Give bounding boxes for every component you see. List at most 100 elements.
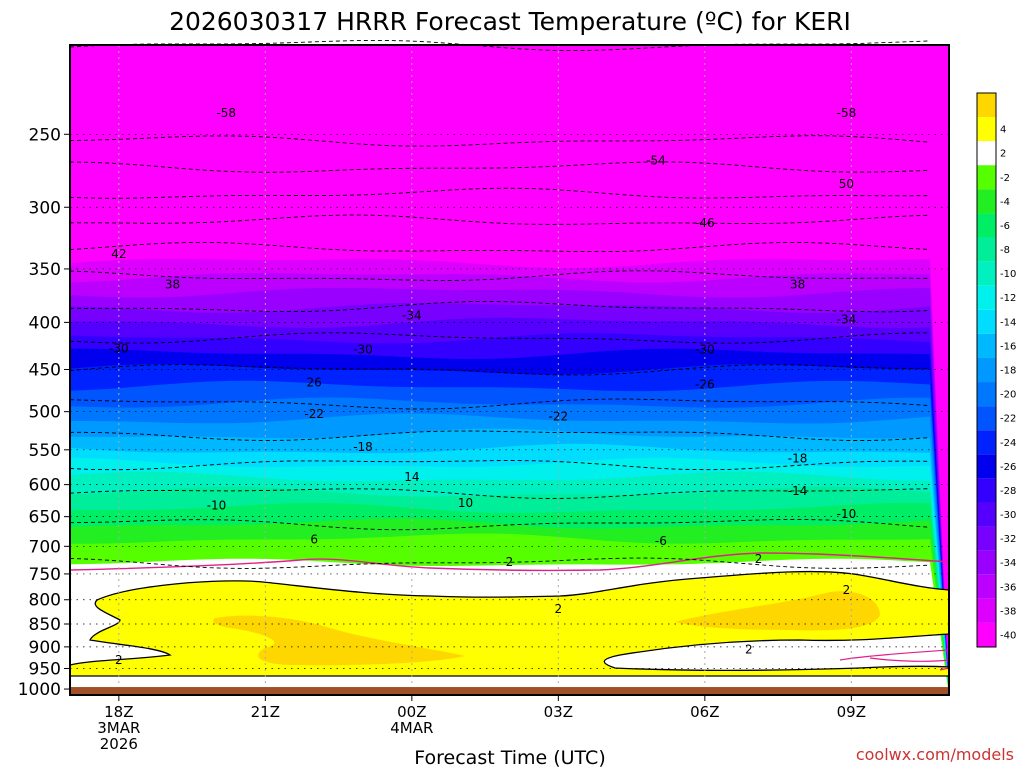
y-tick-label: 850 [29, 615, 61, 635]
contour-label: 2 [555, 602, 563, 616]
contour-label: -46 [695, 216, 715, 230]
color-bar-label: -30 [1000, 510, 1016, 521]
x-tick-label: 3MAR [97, 719, 140, 737]
isotherm-line [69, 187, 931, 199]
y-tick-label: 900 [29, 638, 61, 658]
color-bar-swatch [977, 357, 996, 383]
x-axis-label: Forecast Time (UTC) [414, 747, 605, 768]
color-bar-swatch [977, 141, 996, 166]
color-bar-label: -20 [1000, 390, 1016, 401]
color-bar-label: -24 [1000, 438, 1016, 449]
y-tick-label: 350 [29, 260, 61, 280]
contour-label: -30 [695, 342, 715, 356]
x-tick-label: 21Z [251, 703, 280, 721]
contour-label: -10 [207, 498, 227, 512]
color-bar-label: -32 [1000, 534, 1016, 545]
color-bar-frame [976, 92, 997, 648]
contour-label: 2 [115, 653, 123, 667]
contour-label: -14 [788, 484, 808, 498]
y-tick-label: 300 [29, 198, 61, 218]
color-bar-label: -40 [1000, 630, 1016, 641]
x-tick-label: 4MAR [390, 719, 433, 737]
color-bar-label: -18 [1000, 366, 1016, 377]
isotherm-line [69, 161, 931, 173]
contour-label: -54 [646, 154, 666, 168]
contour-label: 2 [755, 552, 763, 566]
warmest-core-gold-1 [213, 615, 465, 666]
isotherm-line [69, 488, 931, 499]
color-bar-swatch [977, 574, 996, 599]
y-tick-label: 600 [29, 476, 61, 496]
isotherm-line [69, 519, 931, 531]
color-bar-label: -12 [1000, 293, 1016, 304]
contour-label: -34 [837, 312, 857, 326]
color-bar-swatch [977, 598, 996, 623]
color-bar-swatch [977, 285, 996, 310]
contour-label: -30 [109, 342, 129, 356]
isotherm-line [70, 214, 931, 225]
y-axis: 250 300 350 400 450 500 550 600 650 700 750 800 850 9… [18, 125, 70, 700]
contour-label: 2 [745, 643, 753, 657]
y-tick-label: 250 [29, 125, 61, 145]
color-bar-label: -36 [1000, 582, 1016, 593]
color-bar-label: -2 [1000, 173, 1010, 184]
color-bar-swatch [977, 430, 996, 455]
isotherm-line [69, 270, 931, 281]
x-tick-label: 18Z [104, 703, 133, 721]
contour-label: -58 [837, 106, 857, 120]
x-tick-label: 03Z [544, 703, 573, 721]
color-bar-swatch [977, 502, 996, 527]
contour-label: -22 [304, 407, 324, 421]
color-bar-swatch [977, 189, 996, 214]
contour-label: -26 [695, 377, 715, 391]
color-bar-swatch [977, 117, 996, 142]
contour-label: 38 [165, 278, 180, 292]
color-bar-swatch [977, 382, 996, 407]
x-tick-label: 06Z [690, 703, 719, 721]
color-bar-swatch [977, 526, 996, 551]
isotherm-line [69, 135, 931, 147]
x-tick-label: 2026 [100, 735, 138, 753]
color-bar-legend: 4 2 -2 -4 -6 -8 -10 -12 -14 -16 -18 -20 -22 -24 -26 -28… [976, 92, 1016, 648]
color-bar-swatch [977, 261, 996, 286]
contour-label: 14 [404, 470, 419, 484]
isotherm-line [69, 430, 931, 441]
color-bar-swatch [977, 93, 996, 118]
y-tick-label: 550 [29, 441, 61, 461]
isotherm-line [69, 241, 931, 253]
color-bar-label: -28 [1000, 486, 1016, 497]
color-bar-swatch [977, 454, 996, 479]
contour-label: -34 [402, 308, 422, 322]
isotherm-line [69, 364, 931, 376]
freezing-line-magenta [69, 552, 950, 572]
x-tick-label: 09Z [837, 703, 866, 721]
y-tick-label: 500 [29, 403, 61, 423]
grid-lines [70, 45, 949, 695]
contour-label: -58 [216, 106, 236, 120]
color-bar-label: -38 [1000, 606, 1016, 617]
chart-title: 2026030317 HRRR Forecast Temperature (ºC… [169, 7, 851, 36]
ground-layer [70, 687, 949, 695]
color-bar-label: -14 [1000, 317, 1016, 328]
color-bar-label: -8 [1000, 245, 1010, 256]
contour-label: 2 [843, 583, 851, 597]
contour-label: -18 [353, 440, 373, 454]
contour-label: 6 [310, 532, 318, 546]
isotherm-line [69, 332, 931, 344]
y-tick-label: 650 [29, 508, 61, 528]
color-bar-swatch [977, 213, 996, 238]
color-bar-label: 4 [1000, 125, 1006, 136]
x-tick-label: 00Z [397, 703, 426, 721]
color-bar-swatch [977, 550, 996, 575]
color-bar-swatch [977, 165, 996, 190]
isotherm-line [69, 398, 931, 410]
contour-label: 2 [506, 555, 514, 569]
isotherm-line [69, 301, 931, 313]
color-bar-swatch [977, 478, 996, 503]
color-bar-label: -10 [1000, 269, 1016, 280]
isotherm-line [69, 460, 931, 471]
warmest-core-gold-2 [675, 591, 880, 631]
isotherm-contours [69, 39, 931, 569]
